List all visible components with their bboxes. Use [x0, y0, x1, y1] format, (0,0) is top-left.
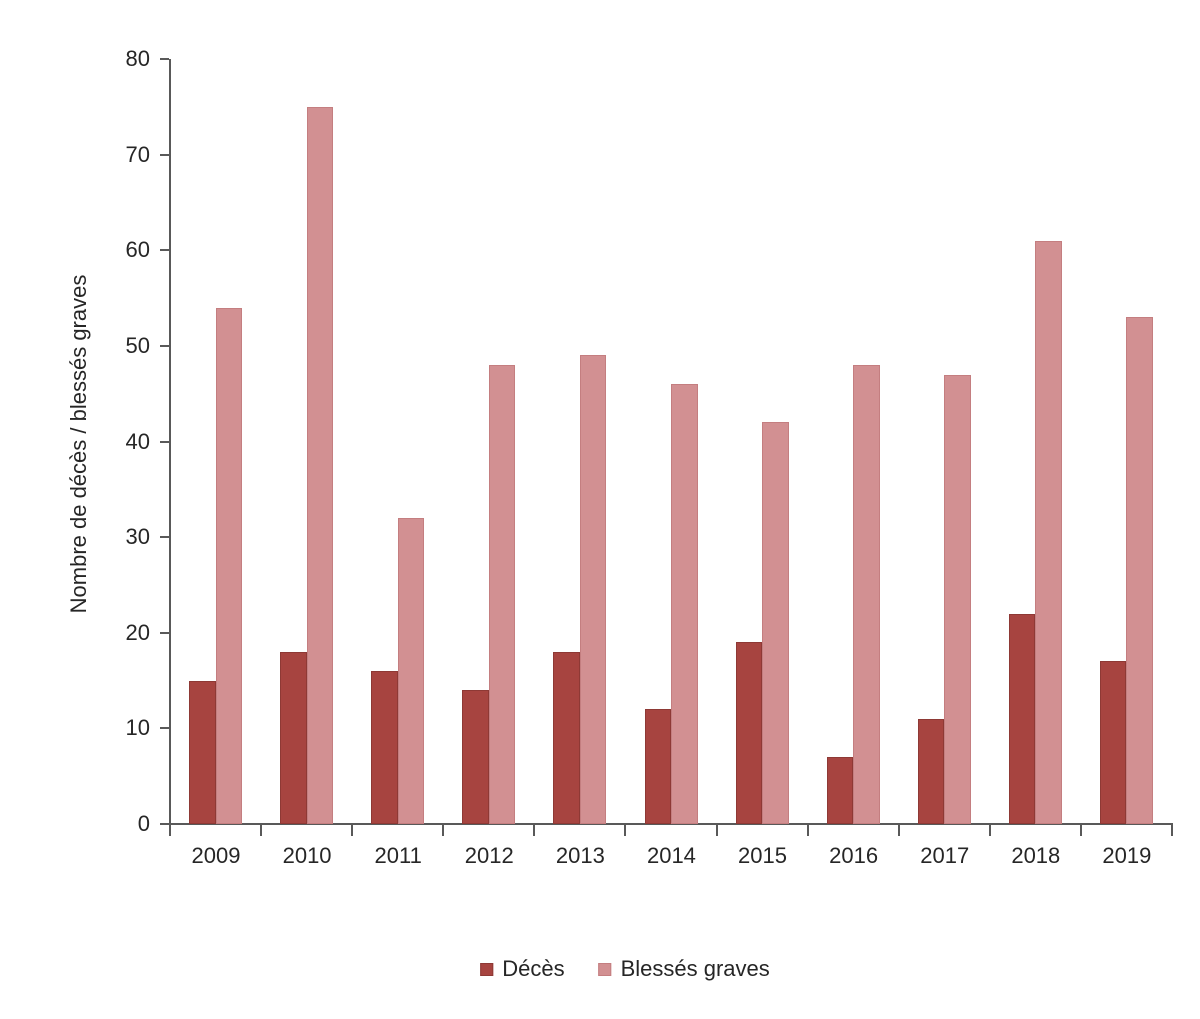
y-tick-mark: [160, 153, 169, 156]
y-tick-mark: [160, 631, 169, 634]
bar-deces-2015: [735, 642, 763, 824]
bar-deces-2009: [189, 680, 216, 824]
x-axis-label: 2017: [920, 843, 970, 868]
y-tick-label: 40: [125, 428, 150, 454]
y-tick-label: 20: [125, 619, 150, 645]
y-tick-label: 70: [125, 141, 150, 167]
y-tick-mark: [160, 823, 169, 825]
x-tick-mark: [351, 824, 354, 836]
y-tick-mark: [160, 727, 169, 730]
x-axis-label: 2010: [282, 843, 332, 868]
y-tick-label: 30: [125, 524, 150, 550]
bar-deces-2019: [1099, 661, 1127, 824]
y-axis-line: [169, 59, 171, 825]
x-tick-mark: [806, 824, 809, 836]
bar-blesses-graves-2019: [1126, 317, 1153, 824]
x-tick-mark: [442, 824, 445, 836]
x-tick-mark: [1171, 824, 1173, 836]
y-tick-mark: [160, 58, 169, 60]
x-tick-mark: [533, 824, 536, 836]
legend-label-deces: Décès: [502, 956, 565, 981]
y-tick-label: 10: [125, 715, 150, 741]
bar-blesses-graves-2018: [1035, 240, 1062, 824]
bar-deces-2010: [280, 651, 307, 824]
y-tick-label: 80: [125, 46, 150, 71]
x-axis-label: 2011: [374, 843, 422, 868]
y-tick-label: 50: [125, 332, 150, 358]
x-tick-mark: [897, 824, 900, 836]
x-axis-label: 2015: [738, 843, 787, 868]
x-axis-label: 2014: [646, 843, 696, 868]
x-tick-mark: [169, 824, 171, 836]
x-tick-mark: [1079, 824, 1082, 836]
bar-deces-2017: [917, 718, 945, 824]
x-axis-label: 2012: [464, 843, 514, 868]
bar-blesses-graves-2011: [397, 518, 425, 824]
x-tick-mark: [624, 824, 627, 836]
x-axis-label: 2018: [1011, 843, 1061, 868]
y-tick-mark: [160, 344, 169, 347]
legend: Décès Blessés graves: [480, 956, 770, 982]
legend-item-deces: Décès: [480, 956, 565, 982]
legend-item-blesses-graves: Blessés graves: [598, 956, 770, 982]
bar-blesses-graves-2013: [579, 355, 607, 824]
bar-blesses-graves-2016: [853, 365, 880, 824]
y-tick-mark: [160, 249, 169, 252]
bar-blesses-graves-2014: [671, 384, 698, 824]
x-axis-label: 2013: [555, 843, 605, 868]
x-tick-mark: [260, 824, 263, 836]
bar-deces-2012: [462, 690, 489, 824]
bar-deces-2013: [553, 651, 580, 824]
bar-deces-2014: [644, 709, 671, 824]
legend-swatch-deces-icon: [480, 962, 494, 976]
bar-blesses-graves-2009: [215, 307, 243, 824]
bar-blesses-graves-2017: [944, 374, 971, 824]
y-tick-label: 60: [125, 237, 150, 263]
bar-blesses-graves-2015: [762, 422, 789, 824]
bar-deces-2011: [371, 671, 398, 824]
y-tick-mark: [160, 536, 169, 539]
bar-deces-2018: [1008, 613, 1036, 824]
bar-deces-2016: [826, 757, 854, 824]
bar-blesses-graves-2012: [488, 365, 516, 824]
x-axis-label: 2009: [191, 843, 241, 868]
legend-label-blesses-graves: Blessés graves: [620, 956, 770, 981]
bar-blesses-graves-2010: [306, 106, 334, 824]
y-tick-label: 0: [137, 811, 150, 836]
y-tick-mark: [160, 440, 169, 443]
x-axis-label: 2016: [829, 843, 879, 868]
x-axis-line: [169, 823, 1173, 825]
legend-swatch-blesses-graves-icon: [598, 962, 612, 976]
x-axis-label: 2019: [1102, 843, 1152, 868]
x-tick-mark: [988, 824, 991, 836]
x-tick-mark: [715, 824, 718, 836]
y-axis-title: Nombre de décès / blessés graves: [66, 274, 91, 614]
